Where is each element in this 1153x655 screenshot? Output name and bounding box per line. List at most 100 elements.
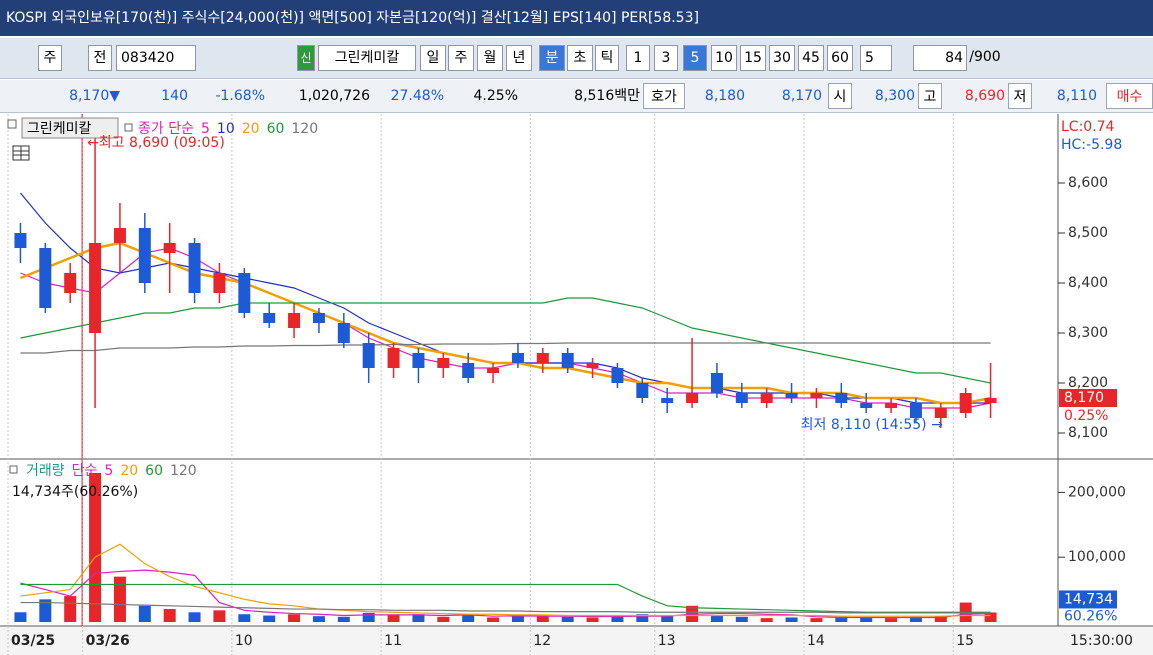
legend-box <box>21 117 119 139</box>
quote-field: 1,020,726 <box>298 88 370 104</box>
candle-body <box>89 243 102 333</box>
volume-bar <box>885 618 898 622</box>
volume-bar <box>39 599 52 622</box>
y-tick-label: 8,100 <box>1068 425 1108 441</box>
toolbar-button[interactable]: 분 <box>539 45 565 71</box>
legend-item: 20 <box>120 463 138 479</box>
high-annotation: ←최고 8,690 (09:05) <box>87 135 225 151</box>
toolbar-button[interactable]: 15 <box>740 45 766 71</box>
candle-body <box>462 363 475 378</box>
ma-line <box>20 297 991 384</box>
candle-body <box>885 403 898 408</box>
volume-bar <box>138 605 151 622</box>
toolbar-button[interactable]: 30 <box>769 45 795 71</box>
title-bar: KOSPI 외국인보유[170(천)] 주식수[24,000(천)] 액면[50… <box>0 0 1153 36</box>
volume-bar <box>64 596 77 622</box>
toolbar: 주 전 083420 신 그린케미칼 일 주 월 년 분 초 틱 1 3 5 10 15 30 45 60 5 84/90… <box>0 38 1153 79</box>
volume-bar <box>412 614 425 622</box>
candle-body <box>337 323 350 343</box>
toolbar-button[interactable]: 전 <box>88 45 112 71</box>
toolbar-button[interactable]: 10 <box>711 45 737 71</box>
legend-item: 120 <box>170 463 197 479</box>
volume-bar <box>362 612 375 622</box>
candle-body <box>959 393 972 413</box>
candle-body <box>686 393 699 403</box>
legend-title: 단순 <box>72 463 98 479</box>
toolbar-button[interactable]: 초 <box>567 45 593 71</box>
quote-field: 8,300 <box>874 88 915 104</box>
quote-field: 140 <box>161 88 188 104</box>
candle-body <box>661 398 674 403</box>
price-tag <box>1059 389 1117 407</box>
quote-field: 고 <box>918 83 942 109</box>
volume-bar <box>860 617 873 622</box>
toolbar-button[interactable]: 주 <box>38 45 62 71</box>
volume-bar <box>437 616 450 622</box>
toolbar-button[interactable]: 그린케미칼 <box>318 45 416 71</box>
stock-info: KOSPI 외국인보유[170(천)] 주식수[24,000(천)] 액면[50… <box>6 10 699 26</box>
toolbar-button[interactable]: 일 <box>420 45 446 71</box>
volume-bar <box>113 576 126 622</box>
toolbar-button[interactable]: 주 <box>448 45 474 71</box>
candle-body <box>511 353 524 363</box>
ma-line <box>20 583 991 613</box>
candle-body <box>288 313 301 328</box>
toolbar-button[interactable]: /900 <box>969 49 1001 65</box>
volume-bar <box>263 615 276 622</box>
legend-item: 10 <box>217 121 235 137</box>
price-change-label: 0.25% <box>1064 408 1108 424</box>
candle-body <box>263 313 276 323</box>
candle-body <box>735 393 748 403</box>
quote-field: -1.68% <box>215 88 265 104</box>
candle-body <box>213 273 226 293</box>
toolbar-button[interactable]: 84 <box>913 45 967 71</box>
toolbar-button[interactable]: 083420 <box>116 45 196 71</box>
toolbar-button[interactable]: 60 <box>827 45 853 71</box>
toolbar-button[interactable]: 월 <box>477 45 503 71</box>
ma-line <box>20 601 991 614</box>
toolbar-button[interactable]: 1 <box>626 45 650 71</box>
volume-tag <box>1059 590 1117 609</box>
candle-body <box>188 243 201 293</box>
volume-bar <box>636 614 649 622</box>
toolbar-button[interactable]: 45 <box>798 45 824 71</box>
chart-bg <box>0 112 1153 655</box>
candle-body <box>586 363 599 368</box>
x-tick-label: 10 <box>235 633 253 649</box>
ma-line <box>20 543 991 617</box>
y-tick-label: 8,500 <box>1068 225 1108 241</box>
x-tick-label: 11 <box>384 633 402 649</box>
quote-field: 8,690 <box>964 88 1005 104</box>
candle-body <box>835 393 848 403</box>
candle-body <box>39 248 52 308</box>
quote-field: 호가 <box>643 83 685 109</box>
volume-bar <box>238 614 251 622</box>
candle-body <box>387 348 400 368</box>
x-tick-label: 03/25 <box>11 633 55 649</box>
quote-field: 27.48% <box>390 88 444 104</box>
quote-field: 매수 <box>1106 83 1153 109</box>
quote-field: 8,170 <box>781 88 822 104</box>
quote-field: 8,110 <box>1056 88 1097 104</box>
toolbar-button[interactable]: 년 <box>506 45 532 71</box>
candle-body <box>984 398 997 403</box>
x-axis-bg <box>0 627 1153 655</box>
volume-tag-label: 14,734 <box>1064 591 1113 607</box>
candle-body <box>113 228 126 243</box>
toolbar-button[interactable]: 신 <box>297 45 315 71</box>
toolbar-button[interactable]: 3 <box>654 45 678 71</box>
toolbar-button[interactable]: 틱 <box>595 45 619 71</box>
volume-bar <box>810 618 823 622</box>
toolbar-button[interactable]: 5 <box>860 45 892 71</box>
candle-body <box>163 243 176 253</box>
candle-body <box>909 403 922 418</box>
candle-body <box>437 358 450 368</box>
volume-bar <box>337 616 350 622</box>
ma-line <box>20 342 991 354</box>
volume-bar <box>735 616 748 622</box>
volume-ratio-label: 60.26% <box>1064 608 1117 624</box>
x-tick-label: 12 <box>533 633 551 649</box>
toolbar-button[interactable]: 5 <box>683 45 707 71</box>
